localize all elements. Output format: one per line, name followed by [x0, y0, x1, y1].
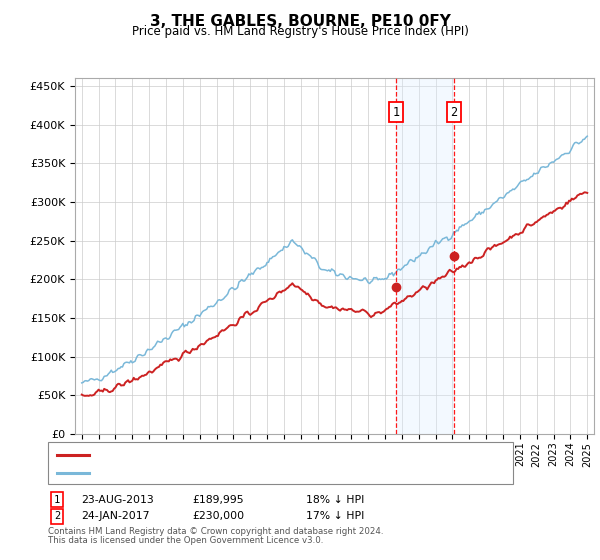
Text: HPI: Average price, detached house, South Kesteven: HPI: Average price, detached house, Sout… — [95, 468, 383, 478]
Text: Price paid vs. HM Land Registry's House Price Index (HPI): Price paid vs. HM Land Registry's House … — [131, 25, 469, 38]
Text: 2: 2 — [54, 511, 60, 521]
Text: 1: 1 — [54, 494, 60, 505]
Text: 17% ↓ HPI: 17% ↓ HPI — [306, 511, 364, 521]
Text: £230,000: £230,000 — [192, 511, 244, 521]
Text: 1: 1 — [392, 106, 400, 119]
Text: £189,995: £189,995 — [192, 494, 244, 505]
Text: 24-JAN-2017: 24-JAN-2017 — [81, 511, 149, 521]
Text: 3, THE GABLES, BOURNE, PE10 0FY: 3, THE GABLES, BOURNE, PE10 0FY — [149, 14, 451, 29]
Text: 3, THE GABLES, BOURNE, PE10 0FY (detached house): 3, THE GABLES, BOURNE, PE10 0FY (detache… — [95, 450, 388, 460]
Text: 23-AUG-2013: 23-AUG-2013 — [81, 494, 154, 505]
Text: 2: 2 — [450, 106, 457, 119]
Bar — [396, 78, 454, 434]
Text: Contains HM Land Registry data © Crown copyright and database right 2024.: Contains HM Land Registry data © Crown c… — [48, 528, 383, 536]
Text: This data is licensed under the Open Government Licence v3.0.: This data is licensed under the Open Gov… — [48, 536, 323, 545]
Text: 18% ↓ HPI: 18% ↓ HPI — [306, 494, 364, 505]
